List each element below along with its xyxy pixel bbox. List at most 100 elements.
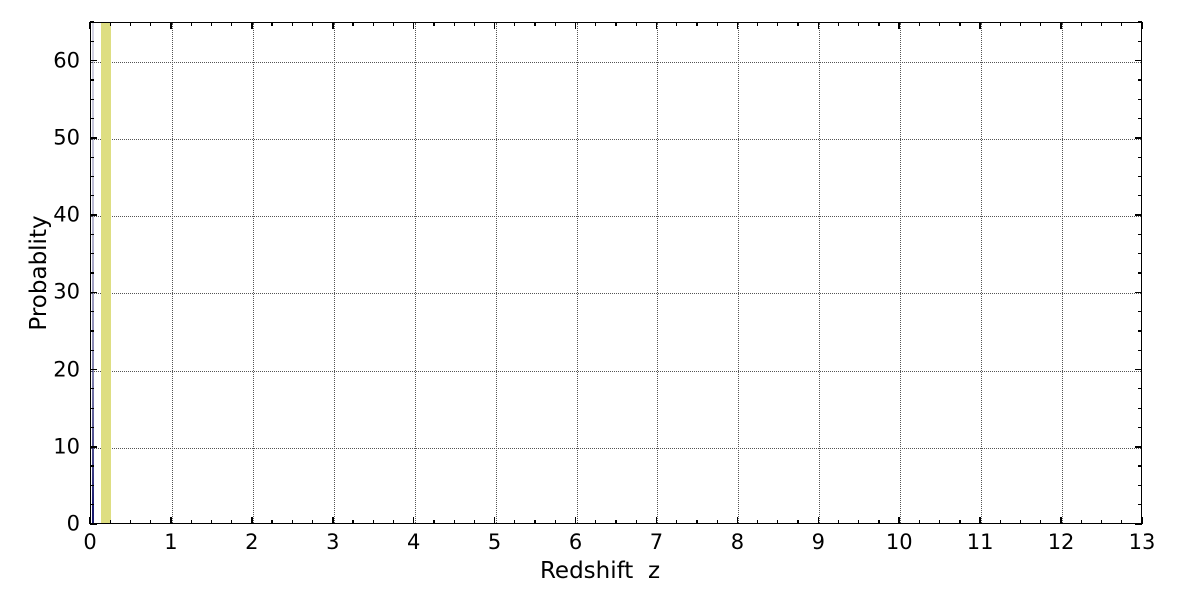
x-tick-major xyxy=(331,22,334,29)
x-tick-minor xyxy=(797,520,799,524)
x-tick-label: 12 xyxy=(1047,530,1075,554)
y-tick-major xyxy=(90,291,97,294)
y-tick-major xyxy=(1135,368,1142,371)
x-tick-minor xyxy=(777,22,779,26)
x-tick-minor xyxy=(453,520,455,524)
x-tick-major xyxy=(817,517,820,524)
y-tick-label: 10 xyxy=(53,434,80,459)
y-tick-minor xyxy=(90,426,94,429)
x-tick-minor xyxy=(392,520,395,524)
x-tick-minor xyxy=(190,22,192,26)
x-tick-minor xyxy=(473,22,475,26)
x-tick-major xyxy=(574,517,577,524)
y-tick-minor xyxy=(1138,98,1142,100)
x-tick-minor xyxy=(676,22,678,26)
data-marks xyxy=(91,23,1141,523)
x-tick-major xyxy=(1060,517,1062,524)
x-tick-label: 0 xyxy=(83,530,97,554)
highlight-band xyxy=(100,23,112,523)
x-tick-minor xyxy=(837,22,840,26)
y-tick-label: 40 xyxy=(53,202,80,227)
x-tick-label: 1 xyxy=(164,530,178,554)
x-tick-major xyxy=(736,517,739,524)
x-tick-minor xyxy=(392,22,395,26)
x-tick-minor xyxy=(1100,22,1103,26)
x-tick-minor xyxy=(433,22,435,26)
x-tick-label: 6 xyxy=(568,530,583,554)
x-tick-minor xyxy=(716,22,718,26)
y-tick-minor xyxy=(90,465,94,467)
x-tick-minor xyxy=(1080,22,1082,26)
x-tick-minor xyxy=(372,520,374,524)
x-tick-minor xyxy=(514,22,516,26)
x-tick-major xyxy=(655,22,658,29)
x-tick-minor xyxy=(534,520,536,524)
y-tick-minor xyxy=(1138,330,1142,332)
y-tick-major xyxy=(90,59,97,62)
x-tick-minor xyxy=(939,22,941,26)
y-tick-label: 50 xyxy=(53,125,80,150)
x-tick-major xyxy=(251,22,253,29)
x-tick-minor xyxy=(129,22,132,26)
x-tick-minor xyxy=(291,22,293,26)
x-tick-minor xyxy=(1040,520,1042,524)
y-tick-minor xyxy=(1138,484,1142,486)
y-tick-minor xyxy=(90,175,94,178)
x-tick-minor xyxy=(291,520,293,524)
x-tick-major xyxy=(979,517,981,524)
x-tick-minor xyxy=(696,520,698,524)
y-tick-minor xyxy=(1138,117,1142,120)
x-tick-minor xyxy=(858,22,860,26)
x-tick-minor xyxy=(635,22,637,26)
x-tick-minor xyxy=(696,22,698,26)
y-tick-minor xyxy=(1138,465,1142,467)
x-tick-major xyxy=(655,517,658,524)
x-tick-minor xyxy=(150,520,152,524)
x-tick-minor xyxy=(433,520,435,524)
x-tick-major xyxy=(1141,22,1143,29)
x-tick-minor xyxy=(837,520,840,524)
x-tick-minor xyxy=(999,22,1001,26)
x-tick-major xyxy=(817,22,820,29)
x-tick-major xyxy=(170,22,172,29)
x-tick-minor xyxy=(311,22,314,26)
x-tick-minor xyxy=(959,22,961,26)
y-tick-minor xyxy=(90,504,94,506)
x-tick-minor xyxy=(635,520,637,524)
y-tick-minor xyxy=(90,21,94,23)
x-tick-major xyxy=(251,517,253,524)
x-tick-minor xyxy=(858,520,860,524)
y-tick-major xyxy=(90,523,97,525)
x-tick-major xyxy=(412,517,415,524)
x-tick-major xyxy=(1060,22,1062,29)
x-tick-minor xyxy=(918,22,921,26)
x-tick-minor xyxy=(109,22,111,26)
x-tick-minor xyxy=(1121,520,1123,524)
x-tick-minor xyxy=(797,22,799,26)
x-tick-minor xyxy=(1020,22,1022,26)
y-tick-minor xyxy=(90,349,94,351)
y-tick-minor xyxy=(1138,504,1142,506)
y-tick-minor xyxy=(1138,426,1142,429)
x-tick-label: 9 xyxy=(811,530,825,554)
y-tick-major xyxy=(1135,137,1142,139)
x-tick-major xyxy=(412,22,415,29)
x-tick-label: 10 xyxy=(885,530,913,554)
y-tick-minor xyxy=(1138,311,1142,313)
x-tick-minor xyxy=(190,520,192,524)
y-tick-minor xyxy=(90,40,94,42)
y-tick-major xyxy=(1135,523,1142,525)
y-tick-minor xyxy=(90,311,94,313)
x-tick-minor xyxy=(757,520,759,524)
y-tick-minor xyxy=(1138,21,1142,23)
x-tick-minor xyxy=(109,520,111,524)
x-tick-minor xyxy=(129,520,132,524)
y-tick-minor xyxy=(1138,272,1142,274)
y-tick-major xyxy=(1135,59,1142,62)
x-tick-major xyxy=(89,517,91,524)
x-tick-major xyxy=(493,517,496,524)
y-tick-minor xyxy=(1138,175,1142,178)
y-tick-minor xyxy=(90,117,94,120)
x-tick-label: 2 xyxy=(245,530,259,554)
y-tick-minor xyxy=(1138,195,1142,197)
